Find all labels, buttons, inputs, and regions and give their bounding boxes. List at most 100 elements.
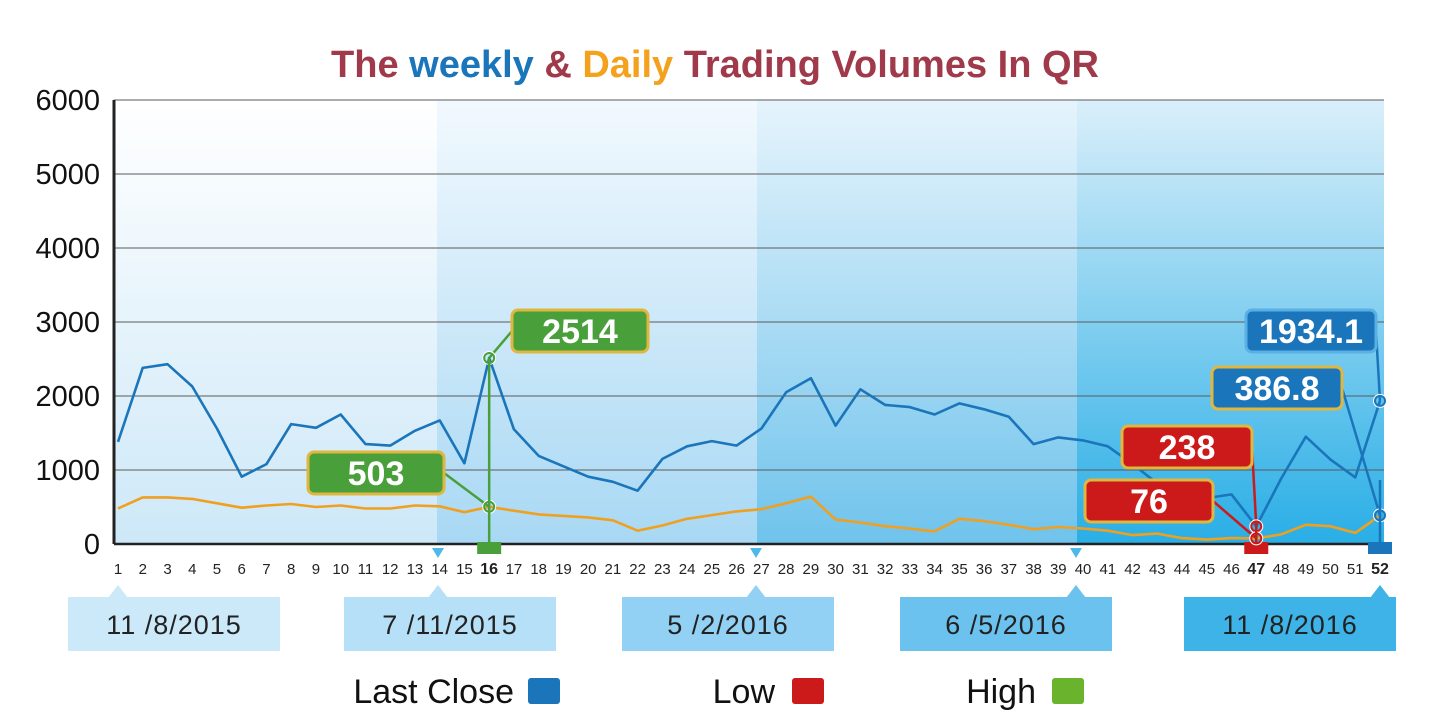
date-label: 7 /11/2015 [382, 610, 518, 640]
x-tick-label: 8 [287, 561, 295, 578]
x-tick-label: 50 [1322, 561, 1339, 578]
x-tick-label: 15 [456, 561, 473, 578]
x-tick-label: 6 [238, 561, 246, 578]
annotation-box [1083, 478, 1215, 524]
x-tick-label: 31 [852, 561, 869, 578]
x-tick-label: 42 [1124, 561, 1141, 578]
x-tick-highlight [477, 542, 502, 554]
axis-arrow [1070, 548, 1082, 558]
x-tick-label: 17 [506, 561, 523, 578]
title-part: The [331, 44, 409, 86]
x-tick-label: 13 [407, 561, 424, 578]
annotation-leader [1340, 387, 1382, 516]
x-tick-label: 41 [1099, 561, 1116, 578]
title-part: & [534, 44, 583, 86]
x-tick-label: 28 [778, 561, 795, 578]
x-tick-label: 49 [1297, 561, 1314, 578]
x-tick-label: 16 [480, 561, 498, 578]
legend-swatch [792, 678, 824, 704]
y-axis: 0 1000 2000 3000 4000 5000 6000 [35, 85, 116, 561]
x-axis: 1 2 3 4 5 6 7 8 9 10 11 12 13 14 15 16 17 18 19 20 21 22 23 24 2… [114, 542, 1392, 578]
x-tick-label: 26 [728, 561, 745, 578]
x-tick-label: 1 [114, 561, 122, 578]
x-tick-label: 32 [877, 561, 894, 578]
x-tick-label: 2 [139, 561, 147, 578]
y-tick-label: 2000 [35, 381, 100, 413]
x-tick-label: 45 [1198, 561, 1215, 578]
date-label: 11 /8/2015 [106, 610, 242, 640]
date-box [68, 597, 280, 651]
legend-label: Low [713, 673, 776, 711]
x-tick-label: 38 [1025, 561, 1042, 578]
x-tick-label: 29 [803, 561, 820, 578]
x-tick-label: 21 [605, 561, 622, 578]
annotation-leader [443, 471, 490, 508]
date-box [622, 597, 834, 651]
date-box [1184, 597, 1396, 651]
date-pointer [108, 585, 128, 598]
date-label: 6 /5/2016 [945, 610, 1067, 640]
x-tick-label: 33 [901, 561, 918, 578]
x-tick-label: 25 [704, 561, 721, 578]
date-box [344, 597, 556, 651]
annotation-marker [1374, 394, 1386, 407]
annotations: 2514 503 238 76 1934.1 386.8 [306, 308, 1387, 546]
x-tick-label: 34 [926, 561, 943, 578]
legend-swatch [528, 678, 560, 704]
x-tick-label: 5 [213, 561, 221, 578]
x-tick-label: 35 [951, 561, 968, 578]
annotation-box [1210, 365, 1344, 411]
annotation-label: 1934.1 [1259, 313, 1363, 351]
annotation-label: 238 [1159, 429, 1216, 467]
title-part: Daily [582, 44, 673, 86]
x-tick-label: 36 [976, 561, 993, 578]
date-pointer [428, 585, 448, 598]
x-tick-label: 7 [262, 561, 270, 578]
x-tick-label: 3 [163, 561, 171, 578]
chart-title: The weekly & Daily Trading Volumes In QR [331, 44, 1099, 86]
x-tick-label: 18 [530, 561, 547, 578]
x-tick-label: 11 [358, 561, 374, 578]
annotation-box [306, 450, 446, 496]
y-tick-label: 4000 [35, 233, 100, 265]
legend-swatch [1052, 678, 1084, 704]
x-tick-label: 37 [1000, 561, 1017, 578]
y-tick-label: 5000 [35, 159, 100, 191]
x-tick-label: 4 [188, 561, 196, 578]
x-tick-label: 27 [753, 561, 770, 578]
y-tick-label: 6000 [35, 85, 100, 117]
x-tick-label: 24 [679, 561, 696, 578]
title-part: weekly [408, 44, 534, 86]
annotation-box [1120, 424, 1254, 470]
axis-arrow [432, 548, 444, 558]
y-tick-label: 0 [84, 529, 100, 561]
x-tick-label: 22 [629, 561, 646, 578]
x-tick-label: 39 [1050, 561, 1067, 578]
daily-series-line [117, 495, 1381, 541]
x-tick-label: 46 [1223, 561, 1240, 578]
annotation-leader [1212, 500, 1258, 540]
title-part: Trading Volumes In QR [673, 44, 1099, 86]
grid-lines [114, 99, 1384, 471]
x-tick-label: 9 [312, 561, 320, 578]
annotation-label: 503 [348, 455, 405, 493]
x-tick-highlight [1368, 542, 1392, 554]
x-tick-label: 44 [1174, 561, 1191, 578]
y-tick-label: 3000 [35, 307, 100, 339]
date-pointer [1370, 585, 1390, 598]
date-label: 5 /2/2016 [667, 610, 789, 640]
date-box [900, 597, 1112, 651]
date-pointer [746, 585, 766, 598]
x-tick-label: 10 [332, 561, 349, 578]
x-tick-label: 48 [1273, 561, 1290, 578]
legend-label: High [966, 673, 1036, 711]
x-tick-label: 52 [1371, 561, 1389, 578]
x-tick-highlight [1244, 542, 1269, 554]
x-tick-label: 19 [555, 561, 572, 578]
x-tick-label: 40 [1075, 561, 1092, 578]
x-tick-label: 14 [431, 561, 448, 578]
x-tick-label: 20 [580, 561, 597, 578]
annotation-label: 386.8 [1234, 370, 1319, 408]
annotation-box [510, 308, 650, 354]
x-tick-label: 30 [827, 561, 844, 578]
